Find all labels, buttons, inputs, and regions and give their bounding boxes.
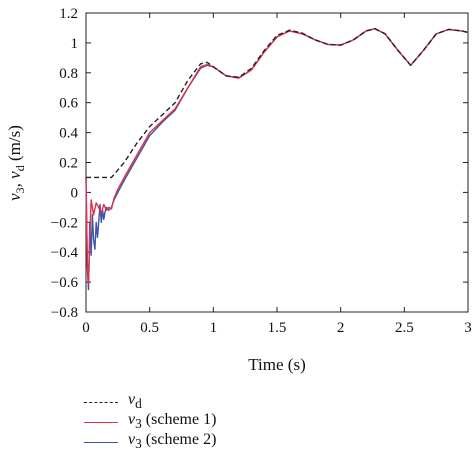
y-tick-label: −0.8 <box>51 305 78 321</box>
y-tick-label: 0.4 <box>59 126 78 142</box>
legend-label: v3 (scheme 1) <box>128 411 217 432</box>
y-tick-label: 1.2 <box>59 6 78 22</box>
y-axis-label: v3, vd (m/s) <box>5 125 27 201</box>
legend-swatch <box>84 421 118 423</box>
x-tick-label: 0 <box>82 320 90 336</box>
y-tick-label: 0 <box>71 185 79 201</box>
y-tick-label: 0.8 <box>59 66 78 82</box>
y-tick-label: 1 <box>71 36 79 52</box>
y-axis-label-sub2: d <box>13 165 27 171</box>
legend-entry-3: v3 (scheme 2) <box>84 431 217 452</box>
y-tick-label: −0.2 <box>51 215 78 231</box>
y-tick-label: −0.4 <box>51 245 79 261</box>
series-layer <box>85 28 469 291</box>
x-tick-label: 0.5 <box>140 320 159 336</box>
y-axis-label-var2: v <box>5 171 24 179</box>
line-chart: 0 0.5 1 1.5 2 2.5 3 −0.8 −0.6 −0.4 −0.2 0 0.2 0.4 0.6 0… <box>5 6 472 374</box>
legend-swatch <box>84 441 118 443</box>
y-axis-label-unit: (m/s) <box>5 125 24 165</box>
y-axis-label-sub1: 3 <box>13 187 27 193</box>
axis-ticks: 0 0.5 1 1.5 2 2.5 3 −0.8 −0.6 −0.4 −0.2 0 0.2 0.4 0.6 0… <box>51 6 472 336</box>
y-axis-label-sep: , <box>5 179 24 188</box>
legend-swatch <box>84 401 118 403</box>
y-axis-label-var1: v <box>5 193 24 201</box>
legend-entry-1: vd <box>84 391 216 412</box>
x-tick-label: 3 <box>464 320 472 336</box>
series-line-3 <box>85 28 469 291</box>
plot-frame <box>85 12 469 313</box>
series-line-1 <box>86 28 469 179</box>
legend: vd v3 (scheme 1) v3 (scheme 2) <box>84 391 217 452</box>
x-axis-label: Time (s) <box>248 355 305 374</box>
series-line-2 <box>85 28 469 286</box>
x-tick-label: 2 <box>337 320 345 336</box>
legend-entry-2: v3 (scheme 1) <box>84 411 217 432</box>
x-tick-label: 1.5 <box>268 320 287 336</box>
y-tick-label: 0.6 <box>59 96 78 112</box>
y-tick-label: 0.2 <box>59 156 78 172</box>
legend-label: vd <box>128 391 142 412</box>
legend-label: v3 (scheme 2) <box>128 431 217 452</box>
x-tick-label: 2.5 <box>395 320 414 336</box>
y-tick-label: −0.6 <box>51 275 79 291</box>
x-tick-label: 1 <box>210 320 218 336</box>
plot-area <box>85 12 469 313</box>
